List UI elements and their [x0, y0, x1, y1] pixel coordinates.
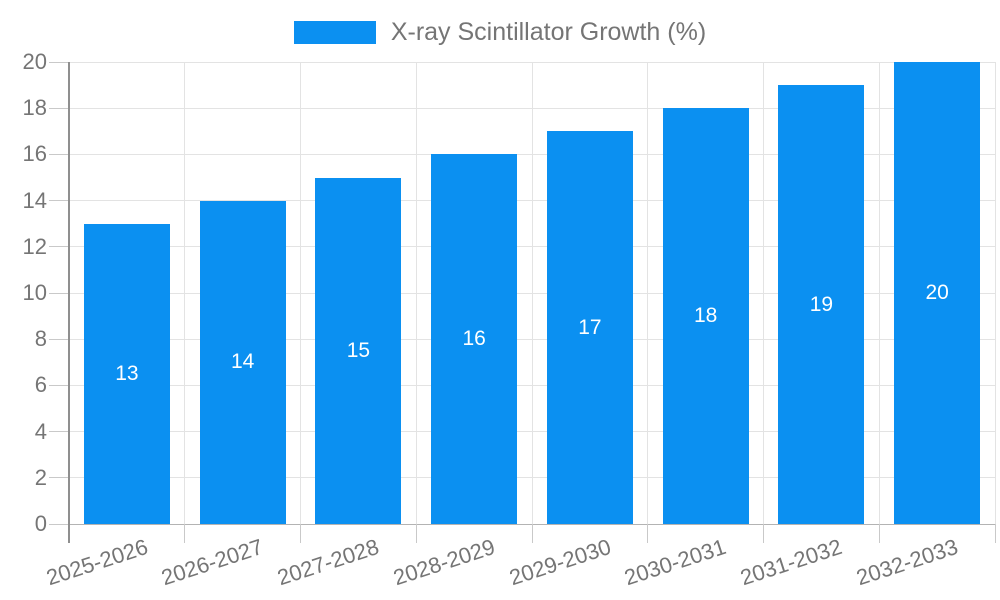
- y-tick: [49, 477, 69, 479]
- legend-swatch: [293, 21, 376, 44]
- bar-value-label: 18: [693, 304, 718, 328]
- bar: [546, 131, 633, 524]
- x-gridline: [878, 62, 880, 524]
- y-tick: [49, 107, 69, 109]
- y-tick: [49, 246, 69, 248]
- chart-legend: X-ray Scintillator Growth (%): [0, 18, 1000, 47]
- x-tick: [184, 524, 186, 543]
- y-tick: [49, 431, 69, 433]
- y-axis-label: 0: [34, 511, 47, 536]
- y-tick: [49, 338, 69, 340]
- bar: [199, 200, 286, 524]
- x-axis-label: 2031-2032: [737, 534, 846, 591]
- x-tick: [300, 524, 301, 543]
- bar-value-label: 19: [809, 292, 834, 316]
- y-axis-label: 6: [34, 372, 47, 398]
- x-axis-label: 2029-2030: [505, 534, 614, 591]
- y-tick: [49, 200, 69, 202]
- x-axis-label: 2030-2031: [621, 534, 730, 591]
- x-axis-label: 2027-2028: [274, 534, 383, 591]
- x-gridline: [415, 62, 417, 524]
- x-axis-label: 2026-2027: [158, 534, 267, 591]
- x-tick: [647, 524, 649, 543]
- y-tick: [49, 384, 69, 386]
- x-tick: [763, 524, 764, 543]
- y-tick: [49, 523, 69, 525]
- y-axis-label: 12: [22, 233, 47, 259]
- y-axis-label: 4: [34, 418, 47, 444]
- bar-value-label: 16: [462, 327, 486, 351]
- bar: [83, 223, 170, 524]
- y-tick: [49, 153, 69, 155]
- x-axis-label: 2025-2026: [42, 534, 151, 591]
- bar-value-label: 17: [578, 315, 602, 339]
- x-tick: [878, 524, 880, 543]
- x-axis-label: 2032-2033: [853, 534, 961, 591]
- y-tick: [49, 61, 69, 63]
- y-axis-label: 20: [22, 49, 47, 74]
- x-tick: [531, 524, 533, 543]
- x-axis-label: 2028-2029: [390, 534, 498, 591]
- x-gridline: [647, 62, 649, 524]
- y-axis-label: 14: [22, 187, 47, 213]
- bar-value-label: 20: [925, 281, 949, 304]
- y-axis-label: 18: [22, 95, 47, 121]
- bar-value-label: 14: [230, 350, 255, 374]
- y-axis-label: 2: [34, 464, 47, 490]
- y-axis-label: 10: [22, 280, 47, 305]
- y-axis-label: 8: [34, 326, 47, 352]
- y-tick: [49, 292, 69, 294]
- bar-value-label: 13: [115, 361, 139, 385]
- bar: [431, 154, 518, 524]
- legend-label: X-ray Scintillator Growth (%): [390, 18, 707, 46]
- x-tick: [415, 524, 417, 543]
- x-gridline: [994, 62, 996, 524]
- x-tick: [994, 524, 996, 543]
- bar: [894, 62, 981, 524]
- x-gridline: [300, 62, 301, 524]
- y-axis-line: [68, 62, 70, 543]
- y-axis-label: 16: [22, 141, 47, 167]
- bar: [778, 85, 865, 524]
- x-gridline: [184, 62, 186, 524]
- x-gridline: [531, 62, 533, 524]
- x-gridline: [763, 62, 764, 524]
- bar: [662, 108, 749, 524]
- bar: [315, 177, 402, 524]
- bar-value-label: 15: [346, 338, 371, 362]
